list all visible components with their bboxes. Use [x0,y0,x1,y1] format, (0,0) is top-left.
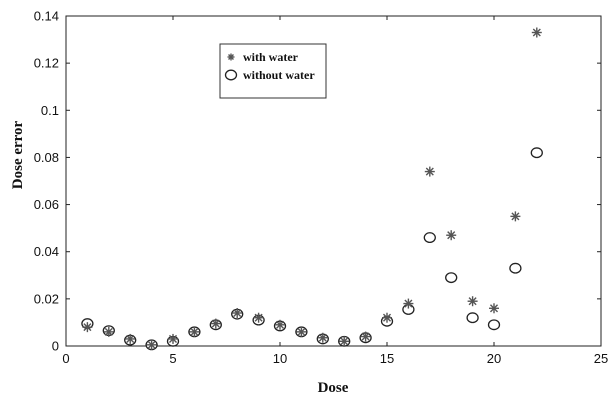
x-axis-title: Dose [318,380,349,396]
legend-box [219,43,327,99]
point-with-water-3 [146,339,157,350]
point-with-water-4 [168,333,178,344]
y-tick-label-6: 0.12 [34,56,59,71]
point-with-water-8 [253,312,264,323]
legend: with water without water [219,43,327,99]
x-tick-label-4: 20 [487,351,501,366]
legend-circle-icon [224,69,238,81]
x-tick-label-2: 10 [273,351,287,366]
point-with-water-19 [489,303,499,314]
point-without-water-16 [423,232,436,244]
legend-label-without-water: without water [243,68,315,82]
axis-tick-labels: 0 5 10 15 20 25 0 0.02 0.04 0.06 0.08 0.1 0.12 0.14 [34,9,609,367]
point-with-water-18 [467,296,478,307]
point-with-water-1 [103,326,114,337]
point-with-water-7 [232,308,243,318]
point-with-water-0 [82,322,93,333]
point-with-water-20 [510,211,521,222]
point-with-water-13 [360,331,371,342]
y-tick-label-4: 0.08 [34,150,59,165]
point-with-water-10 [296,326,307,337]
y-axis-title: Dose error [10,120,26,189]
point-without-water-20 [509,262,522,274]
point-with-water-21 [531,27,542,38]
y-tick-label-0: 0 [52,339,59,354]
point-without-water-19 [487,319,501,331]
point-with-water-15 [403,298,414,309]
point-with-water-2 [125,333,136,344]
x-tick-label-1: 5 [169,351,176,366]
legend-label-with-water: with water [243,50,299,64]
point-with-water-11 [317,332,328,343]
x-tick-label-3: 15 [380,351,394,366]
y-tick-label-7: 0.14 [34,9,59,24]
y-tick-label-1: 0.02 [34,291,59,306]
legend-star-icon [227,53,235,61]
point-with-water-9 [275,319,285,330]
legend-circle-marker [224,69,238,81]
y-tick-label-5: 0.1 [41,103,59,118]
point-without-water-17 [445,272,458,284]
x-tick-label-5: 25 [594,351,608,366]
point-with-water-6 [210,318,221,329]
y-tick-label-2: 0.04 [34,244,59,259]
y-tick-label-3: 0.06 [34,197,59,212]
point-without-water-21 [530,147,543,159]
point-with-water-14 [382,312,392,323]
point-with-water-16 [424,166,435,177]
data-points [81,27,543,351]
axis-ticks [65,15,602,347]
point-with-water-5 [189,326,200,337]
point-with-water-12 [339,336,350,347]
point-without-water-18 [466,312,479,324]
plot-frame [65,15,602,347]
x-tick-label-0: 0 [62,351,69,366]
legend-star-marker [227,53,235,61]
point-with-water-17 [446,230,457,241]
